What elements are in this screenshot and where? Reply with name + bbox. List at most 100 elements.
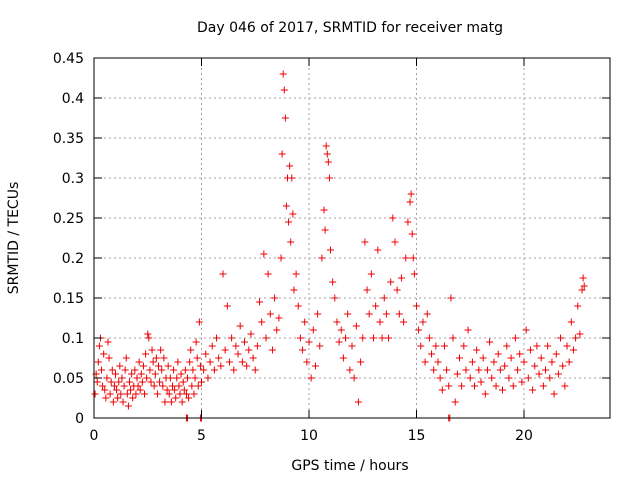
data-point bbox=[413, 302, 420, 310]
data-point bbox=[192, 338, 200, 346]
data-point bbox=[117, 390, 125, 398]
data-point bbox=[428, 350, 436, 358]
data-point bbox=[361, 238, 369, 246]
data-point bbox=[113, 386, 121, 394]
data-point bbox=[219, 270, 227, 278]
data-point bbox=[466, 374, 474, 382]
data-point bbox=[307, 374, 315, 382]
data-point bbox=[102, 394, 110, 402]
data-point bbox=[157, 346, 165, 354]
data-point bbox=[174, 358, 182, 366]
data-point bbox=[245, 346, 253, 354]
data-point bbox=[339, 354, 347, 362]
data-point bbox=[529, 386, 537, 394]
data-point bbox=[567, 318, 575, 326]
data-point bbox=[200, 366, 208, 374]
data-point bbox=[522, 326, 530, 334]
data-point bbox=[123, 390, 131, 398]
data-point bbox=[289, 210, 297, 218]
data-point bbox=[320, 206, 328, 214]
data-point bbox=[557, 334, 565, 342]
data-point bbox=[436, 374, 444, 382]
data-point bbox=[331, 294, 339, 302]
data-point bbox=[539, 382, 547, 390]
data-point bbox=[430, 366, 438, 374]
data-point bbox=[107, 378, 115, 386]
data-point bbox=[464, 326, 472, 334]
x-tick-label: 10 bbox=[300, 428, 318, 444]
data-point bbox=[550, 390, 558, 398]
data-point bbox=[481, 390, 489, 398]
data-point bbox=[238, 358, 246, 366]
data-point bbox=[311, 362, 319, 370]
chart-title: Day 046 of 2017, SRMTID for receiver mat… bbox=[197, 20, 503, 36]
data-point bbox=[121, 366, 129, 374]
data-point bbox=[141, 390, 149, 398]
data-point bbox=[391, 238, 399, 246]
data-point bbox=[456, 354, 463, 362]
data-point bbox=[490, 358, 498, 366]
data-point bbox=[576, 330, 584, 338]
data-point bbox=[438, 386, 446, 394]
y-tick-label: 0.1 bbox=[62, 331, 84, 347]
data-point bbox=[290, 286, 298, 294]
data-point bbox=[544, 342, 552, 350]
x-tick-label: 5 bbox=[197, 428, 206, 444]
data-point bbox=[348, 342, 356, 350]
data-point bbox=[389, 214, 397, 222]
data-point bbox=[552, 350, 560, 358]
y-tick-label: 0.05 bbox=[53, 371, 84, 387]
data-point bbox=[292, 270, 300, 278]
x-tick-label: 20 bbox=[515, 428, 533, 444]
data-point bbox=[518, 378, 526, 386]
data-point bbox=[488, 374, 496, 382]
data-point bbox=[322, 142, 330, 150]
data-point bbox=[131, 366, 139, 374]
data-point bbox=[417, 342, 425, 350]
data-point bbox=[350, 374, 358, 382]
data-point bbox=[533, 342, 541, 350]
data-point bbox=[124, 402, 132, 410]
data-point bbox=[253, 342, 261, 350]
data-point bbox=[195, 318, 203, 326]
x-axis-title: GPS time / hours bbox=[291, 458, 408, 474]
data-point bbox=[316, 342, 324, 350]
data-point bbox=[393, 286, 401, 294]
data-point bbox=[516, 350, 524, 358]
data-point bbox=[288, 174, 296, 182]
y-tick-label: 0.45 bbox=[53, 51, 84, 67]
data-point bbox=[208, 342, 216, 350]
data-point bbox=[333, 318, 341, 326]
data-point bbox=[447, 294, 455, 302]
data-point bbox=[133, 374, 141, 382]
data-point bbox=[494, 350, 502, 358]
data-point bbox=[217, 362, 225, 370]
data-point bbox=[572, 334, 580, 342]
data-point bbox=[511, 334, 519, 342]
data-point bbox=[554, 370, 562, 378]
data-point bbox=[404, 218, 412, 226]
data-point bbox=[372, 302, 380, 310]
data-point bbox=[486, 338, 494, 346]
data-point bbox=[160, 354, 168, 362]
data-point bbox=[471, 382, 479, 390]
data-point bbox=[136, 386, 144, 394]
data-point bbox=[520, 358, 528, 366]
plot-frame bbox=[93, 57, 611, 419]
data-point bbox=[262, 334, 270, 342]
data-point bbox=[143, 374, 151, 382]
data-point bbox=[565, 358, 573, 366]
data-point bbox=[225, 358, 233, 366]
data-point bbox=[335, 338, 343, 346]
data-point bbox=[363, 286, 371, 294]
data-point bbox=[196, 362, 204, 370]
data-point bbox=[501, 362, 509, 370]
x-tick-label: 0 bbox=[90, 428, 99, 444]
data-point bbox=[181, 366, 189, 374]
data-point bbox=[505, 374, 513, 382]
data-point bbox=[397, 274, 405, 282]
data-point bbox=[294, 302, 302, 310]
data-point bbox=[228, 334, 236, 342]
data-point bbox=[423, 310, 431, 318]
